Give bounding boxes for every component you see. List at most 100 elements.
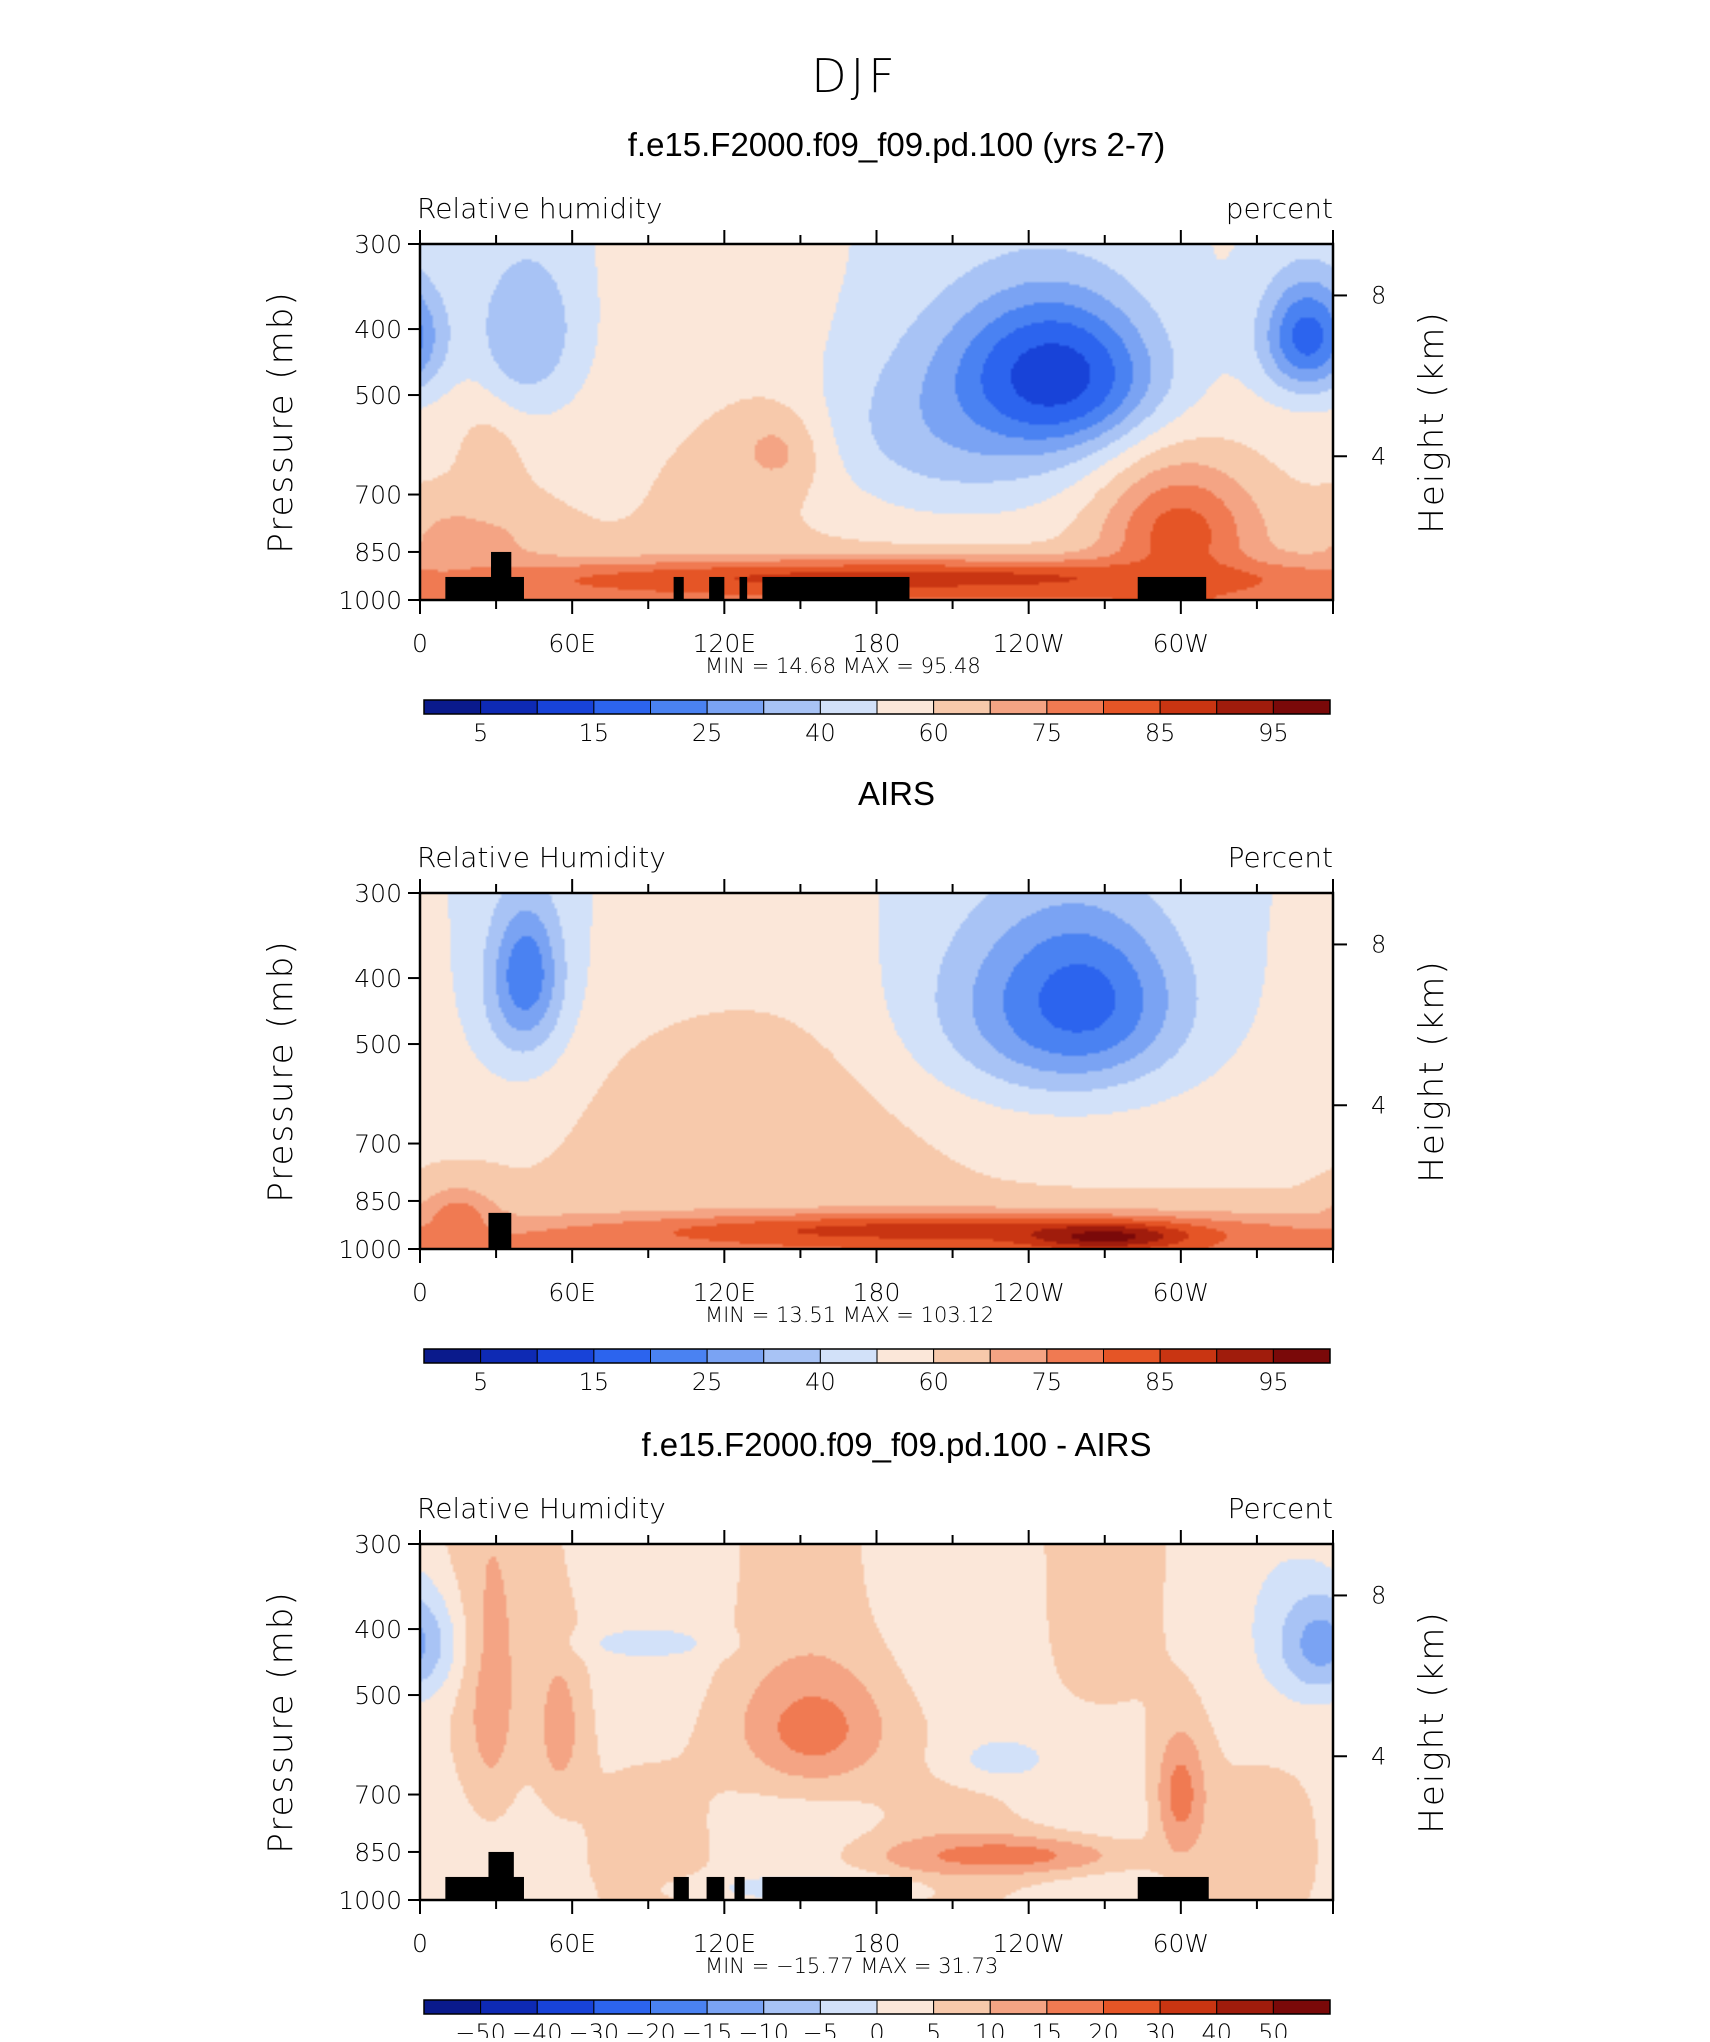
y-tick-label: 700 (354, 1781, 402, 1810)
right-label: Percent (1228, 1492, 1333, 1525)
land-mask-7 (1137, 576, 1207, 600)
colorbar-box (1046, 1999, 1104, 2015)
colorbar-label: −20 (625, 2019, 676, 2038)
x-tick-label: 0 (412, 1278, 428, 1307)
colorbar-box (1103, 1348, 1161, 1364)
colorbar-box (423, 1999, 482, 2015)
colorbar-box (819, 1999, 878, 2015)
x-tick-label: 120W (992, 1278, 1064, 1307)
max-value: 103.12 (921, 1303, 994, 1327)
y-tick-label: 500 (354, 1030, 402, 1059)
colorbar-label: 40 (1201, 2019, 1232, 2038)
y-tick-label: 1000 (338, 586, 402, 615)
land-mask-1 (445, 576, 524, 600)
colorbar-box (1216, 699, 1274, 715)
y2-axis-label: Height (km) (1412, 1610, 1452, 1833)
colorbar-box (1046, 1348, 1104, 1364)
min-label: MIN = (705, 654, 776, 678)
x-tick-label: 180 (853, 1929, 901, 1958)
max-label: MAX = (843, 1303, 921, 1327)
x-tick-label: 0 (412, 629, 428, 658)
colorbar-label: −15 (682, 2019, 733, 2038)
y-tick-label: 500 (354, 1681, 402, 1710)
colorbar-label: 60 (918, 1368, 949, 1396)
x-tick-label: 60E (548, 629, 596, 658)
panel-title: f.e15.F2000.f09_f09.pd.100 - AIRS (641, 1426, 1151, 1463)
colorbar-box (1272, 1999, 1331, 2015)
colorbar-box (1272, 1348, 1331, 1364)
colorbar-frame (423, 1348, 1331, 1364)
left-label: Relative Humidity (417, 841, 666, 874)
y-tick-label: 1000 (338, 1235, 402, 1264)
y-tick-label: 300 (354, 879, 402, 908)
land-mask-6 (762, 576, 910, 600)
y-axis-label: Pressure (mb) (261, 939, 301, 1202)
colorbar-label: 10 (975, 2019, 1006, 2038)
colorbar-box (763, 699, 821, 715)
colorbar-label: 20 (1088, 2019, 1119, 2038)
y2-tick-label: 8 (1371, 281, 1386, 309)
colorbar-box (819, 699, 878, 715)
panel-title: AIRS (858, 775, 935, 812)
colorbar-label: 15 (579, 719, 610, 747)
right-label: Percent (1228, 841, 1333, 874)
y-tick-label: 850 (354, 1187, 402, 1216)
land-mask-3 (673, 1876, 689, 1900)
panel-title: f.e15.F2000.f09_f09.pd.100 (yrs 2-7) (628, 126, 1166, 163)
y-tick-label: 300 (354, 1530, 402, 1559)
y-tick-label: 700 (354, 1130, 402, 1159)
y2-tick-label: 8 (1371, 1581, 1386, 1609)
land-mask-5 (734, 1876, 745, 1900)
panel-3: f.e15.F2000.f09_f09.pd.100 - AIRS Relativ… (261, 1426, 1452, 2042)
y-axis-label: Pressure (mb) (261, 290, 301, 553)
y2-axis-label: Height (km) (1412, 959, 1452, 1182)
x-tick-label: 60W (1153, 1278, 1210, 1307)
contour-field (420, 1544, 1333, 1900)
colorbar-label: 25 (692, 719, 723, 747)
max-value: 95.48 (921, 654, 981, 678)
x-tick-label: 120E (693, 1929, 757, 1958)
y-tick-label: 1000 (338, 1886, 402, 1915)
y2-axis-label: Height (km) (1412, 310, 1452, 533)
min-max-line: MIN = −15.77 MAX = 31.73 (705, 1954, 998, 1978)
y-tick-label: 850 (354, 538, 402, 567)
contour-field (420, 893, 1333, 1249)
colorbar-box (1159, 699, 1218, 715)
land-mask-7 (1137, 1876, 1209, 1900)
y-tick-label: 500 (354, 381, 402, 410)
colorbar-label: 15 (1032, 2019, 1063, 2038)
colorbar-label: 30 (1145, 2019, 1176, 2038)
land-mask-4 (706, 1876, 725, 1900)
colorbar-label: 15 (579, 1368, 610, 1396)
land-mask-6 (762, 1876, 913, 1900)
colorbar-box (650, 1348, 708, 1364)
x-tick-label: 180 (853, 629, 901, 658)
colorbar-box (989, 1999, 1048, 2015)
colorbar-box (536, 699, 595, 715)
colorbar-frame (423, 699, 1331, 715)
colorbar-box (933, 1999, 991, 2015)
figure-title: DJF (811, 49, 898, 103)
colorbar-box (876, 699, 935, 715)
contour-field (420, 244, 1333, 600)
colorbar-box (480, 1348, 538, 1364)
colorbar-box (650, 699, 708, 715)
colorbar-label: 50 (1258, 2019, 1289, 2038)
colorbar-label: −5 (803, 2019, 838, 2038)
min-label: MIN = (705, 1303, 776, 1327)
colorbar-label: 40 (805, 719, 836, 747)
land-mask-2 (491, 551, 512, 600)
min-label: MIN = (705, 1954, 776, 1978)
colorbar-box (706, 1999, 765, 2015)
colorbar-box (593, 699, 651, 715)
colorbar-label: 5 (473, 1368, 488, 1396)
colorbar-box (876, 1348, 935, 1364)
colorbar-label: −40 (512, 2019, 563, 2038)
left-label: Relative Humidity (417, 1492, 666, 1525)
x-tick-label: 120E (693, 1278, 757, 1307)
x-tick-label: 60E (548, 1929, 596, 1958)
max-label: MAX = (843, 654, 921, 678)
min-value: −15.77 (776, 1954, 860, 1978)
right-label: percent (1226, 192, 1333, 225)
colorbar-label: 5 (473, 719, 488, 747)
